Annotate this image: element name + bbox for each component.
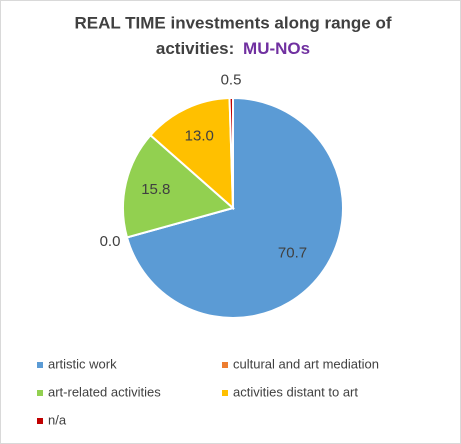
data-label: 0.5: [221, 71, 242, 88]
data-label: 70.7: [278, 244, 307, 261]
legend-label: n/a: [48, 412, 67, 427]
pie-slice: [149, 97, 235, 211]
data-label: 15.8: [141, 181, 170, 198]
legend-marker: [37, 418, 43, 424]
legend-marker: [37, 390, 43, 396]
chart-title: activities: MU-NOs: [156, 39, 310, 58]
legend-marker: [222, 390, 228, 396]
legend-marker: [37, 362, 43, 368]
legend-label: activities distant to art: [233, 384, 358, 399]
legend-label: artistic work: [48, 356, 117, 371]
chart-title-highlight: MU-NOs: [243, 39, 310, 58]
chart-title: REAL TIME investments along range of: [74, 13, 391, 32]
legend-label: cultural and art mediation: [233, 356, 379, 371]
chart-title-part: activities:: [156, 39, 234, 58]
legend-marker: [222, 362, 228, 368]
legend-label: art-related activities: [48, 384, 161, 399]
pie-slice: [228, 96, 234, 209]
pie-slice: [125, 96, 344, 319]
data-label: 0.0: [100, 233, 121, 250]
data-label: 13.0: [185, 127, 214, 144]
pie-slice: [122, 133, 236, 239]
